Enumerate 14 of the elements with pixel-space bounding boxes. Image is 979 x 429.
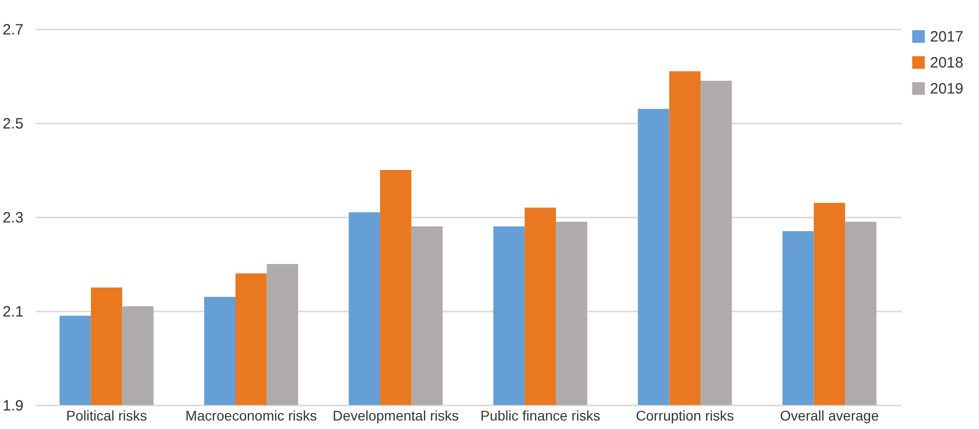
x-tick-label: Macroeconomic risks [185,408,317,424]
y-tick-label: 2.3 [2,210,24,226]
y-tick-label: 2.7 [2,22,24,38]
legend-label: 2017 [930,28,964,46]
legend-label: 2018 [930,54,964,72]
legend-label: 2019 [930,80,964,98]
x-tick-label: Corruption risks [636,408,734,424]
y-tick-label: 2.1 [2,304,24,320]
x-tick-label: Developmental risks [332,408,459,424]
x-tick-label: Overall average [780,408,880,424]
x-tick-label: Political risks [66,408,148,424]
x-tick-label: Public finance risks [480,408,600,424]
y-tick-label: 1.9 [2,398,24,414]
y-tick-label: 2.5 [2,116,24,132]
